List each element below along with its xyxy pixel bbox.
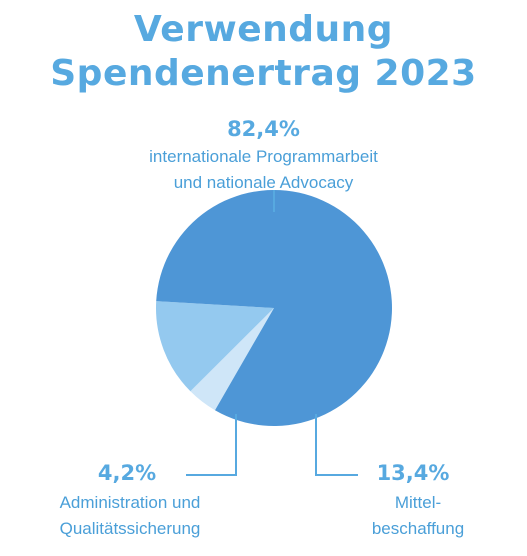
slice-label-value-program: 82,4%	[227, 117, 300, 141]
chart-title-line-2: Spendenertrag 2023	[50, 53, 477, 94]
leader-line-administration	[186, 414, 237, 476]
slice-label-text-program-1: internationale Programmarbeit	[149, 147, 378, 166]
slice-label-text-admin-1: Administration und	[59, 493, 201, 512]
slice-label-text-fundraising-1: Mittel-	[394, 493, 442, 512]
pie-slice-program	[156, 189, 392, 426]
pie-slice-fundraising	[155, 301, 274, 392]
chart-title-line-1: Verwendung	[133, 9, 394, 50]
slice-label-text-admin-2: Qualitätssicherung	[59, 519, 201, 538]
slice-label-text-fundraising-2: beschaffung	[371, 519, 465, 538]
slice-label-value-fundraising: 13,4%	[376, 461, 450, 485]
leader-line-fundraising	[315, 414, 358, 476]
slice-label-value-admin: 4,2%	[97, 461, 157, 485]
slice-label-text-program-2: und nationale Advocacy	[173, 173, 354, 192]
pie-slice-administration	[190, 308, 274, 411]
